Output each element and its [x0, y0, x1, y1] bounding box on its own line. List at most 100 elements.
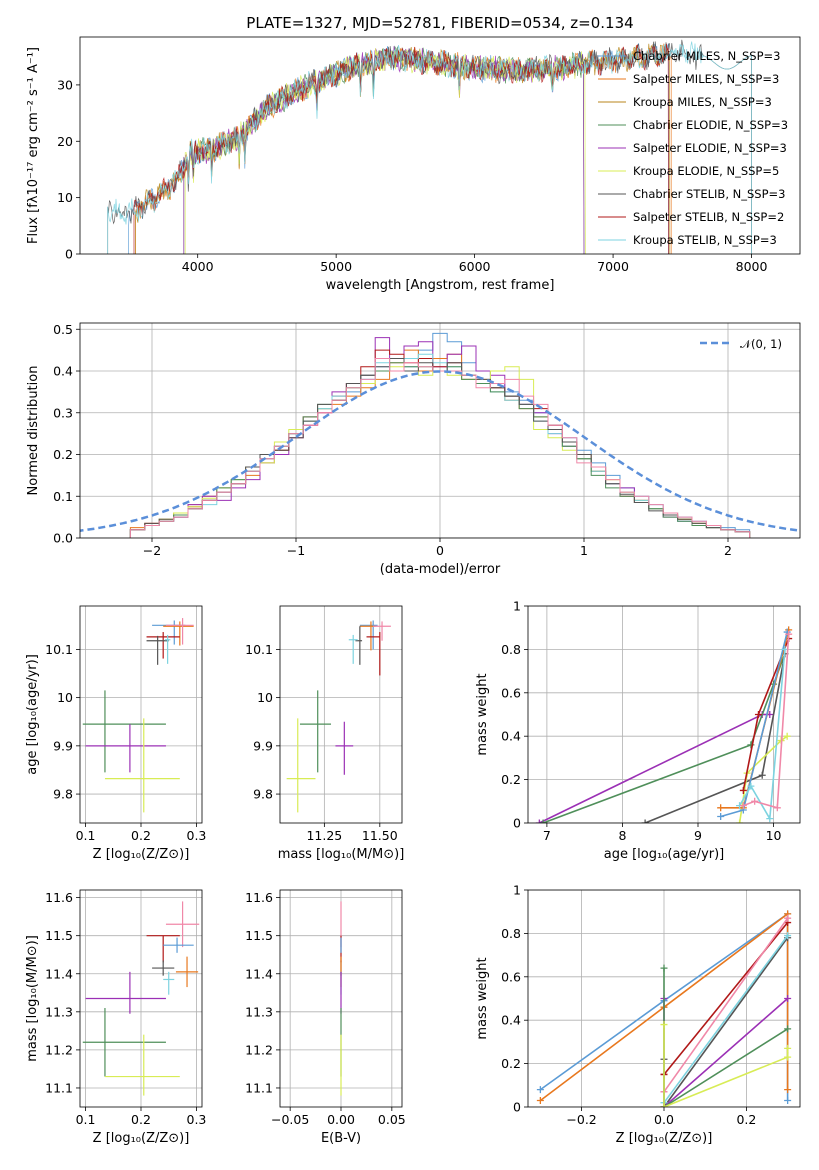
weight-line-3	[663, 917, 789, 1093]
weight-marker	[758, 771, 766, 779]
x-tick-label: 0.3	[187, 1112, 207, 1127]
axes-frame	[279, 889, 403, 1108]
plot-area-mass-age	[280, 606, 402, 823]
y-tick-label: 11.5	[245, 928, 273, 943]
x-tick-label: 0.00	[327, 1112, 355, 1127]
weight-marker	[539, 819, 547, 823]
panel-z-age: 0.1 0.2 0.3 9.8 9.9 10 10.1 Z [log₁₀(Z/Z⊙)] age …	[25, 605, 206, 862]
y-tick-label: 11.6	[45, 890, 73, 905]
y-tick-label: 20	[57, 134, 73, 149]
errorbar-point	[366, 632, 381, 676]
weight-marker	[754, 711, 762, 718]
x-tick-label: 0.1	[76, 1112, 96, 1127]
errorbar-point	[82, 690, 166, 773]
weight-marker	[641, 819, 649, 823]
axes-frame	[79, 36, 801, 255]
y-tick-label: 0.8	[501, 642, 521, 657]
y-tick-label: 0.2	[501, 772, 521, 787]
weight-marker	[785, 630, 793, 638]
y-tick-label: 0.3	[53, 405, 73, 420]
errorbar-point	[82, 1008, 166, 1077]
y-tick-label: 10	[257, 690, 273, 705]
y-tick-label: 11.2	[245, 1042, 273, 1057]
weight-marker	[660, 1103, 668, 1107]
y-tick-label: 11.6	[245, 890, 273, 905]
errorbar-point	[163, 971, 175, 995]
x-tick-label: 10	[766, 828, 782, 843]
weight-line-5	[663, 935, 789, 1104]
y-tick-label: 11.5	[45, 928, 73, 943]
plot-area-age-weight	[528, 606, 800, 823]
errorbar-point	[359, 621, 376, 651]
legend: 𝒩(0, 1)	[700, 337, 782, 351]
errorbar-point	[163, 937, 194, 953]
x-axis-label: wavelength [Angstrom, rest frame]	[326, 278, 555, 293]
x-axis-label: Z [log₁₀(Z/Z⊙)]	[93, 847, 190, 862]
errorbar-point	[348, 634, 358, 664]
weight-marker	[783, 732, 791, 740]
legend-label: Salpeter MILES, N_SSP=3	[633, 72, 779, 86]
errorbar-point	[373, 621, 391, 641]
x-axis-label: E(B-V)	[321, 1131, 361, 1146]
x-tick-label: −0.05	[271, 1112, 309, 1127]
x-axis-label: Z [log₁₀(Z/Z⊙)]	[616, 1131, 713, 1146]
weight-line-8	[743, 634, 790, 809]
x-axis-label: age [log₁₀(age/yr)]	[604, 847, 725, 862]
y-tick-label: 9.8	[53, 787, 73, 802]
y-tick-label: 11.4	[245, 966, 273, 981]
x-axis-label: (data-model)/error	[380, 562, 501, 577]
weight-marker	[660, 1021, 668, 1029]
y-axis-label: Flux [fλ10⁻¹⁷ erg cm⁻² s⁻¹ A⁻¹]	[26, 47, 41, 244]
y-tick-label: 0.8	[501, 926, 521, 941]
errorbar-point	[175, 956, 199, 988]
x-tick-label: −2	[143, 543, 161, 558]
x-tick-label: 4000	[182, 259, 214, 274]
weight-marker	[739, 786, 747, 794]
legend-label: Salpeter STELIB, N_SSP=2	[633, 210, 784, 224]
weight-marker	[660, 964, 668, 972]
x-tick-label: 0.1	[76, 828, 96, 843]
weight-marker	[784, 1096, 792, 1104]
weight-line-1	[542, 653, 786, 823]
panel-age-weight: 7 8 9 10 0 0.2 0.4 0.6 0.8 1 age [log₁₀(age/yr)] ma…	[475, 599, 801, 862]
x-tick-label: 7000	[597, 259, 629, 274]
axes-frame	[79, 322, 801, 539]
weight-line-0	[538, 713, 770, 823]
panel-z-weight: −0.2 0.0 0.2 0 0.2 0.4 0.6 0.8 1 Z [log₁₀(Z/Z⊙)] m…	[475, 883, 801, 1146]
x-tick-label: 0.2	[131, 1112, 151, 1127]
axes-frame	[279, 605, 403, 824]
x-tick-label: 0	[436, 543, 444, 558]
weight-line-7	[663, 968, 789, 1107]
weight-marker	[784, 914, 792, 922]
weight-marker	[766, 815, 774, 823]
errorbar-point	[299, 690, 332, 773]
x-tick-label: −0.2	[566, 1112, 596, 1127]
axes-frame	[79, 605, 203, 824]
weight-marker	[784, 1053, 792, 1061]
y-tick-label: 0	[513, 816, 521, 831]
weight-marker	[535, 819, 543, 823]
x-tick-label: 9	[694, 828, 702, 843]
y-tick-label: 10	[57, 690, 73, 705]
x-tick-label: 7	[543, 828, 551, 843]
y-tick-label: 0.6	[501, 969, 521, 984]
chart-title: PLATE=1327, MJD=52781, FIBERID=0534, z=0…	[246, 14, 633, 32]
errorbar-point	[146, 935, 180, 963]
weight-marker	[773, 804, 781, 812]
x-tick-label: 0.2	[736, 1112, 756, 1127]
weight-marker	[747, 741, 755, 749]
y-tick-label: 10.1	[45, 642, 73, 657]
y-tick-label: 30	[57, 77, 73, 92]
legend-label: Kroupa STELIB, N_SSP=3	[633, 233, 777, 247]
y-tick-label: 10	[57, 190, 73, 205]
errorbar-point	[359, 620, 378, 650]
panel-mass-age: 11.25 11.50 9.8 9.9 10 10.1 mass [log₁₀(M/M⊙)]	[245, 605, 405, 862]
x-axis-label: mass [log₁₀(M/M⊙)]	[278, 847, 405, 862]
weight-marker	[784, 932, 792, 940]
x-tick-label: 5000	[320, 259, 352, 274]
y-tick-label: 11.4	[45, 966, 73, 981]
panel-z-mass: 0.1 0.2 0.3 11.1 11.2 11.3 11.4 11.5 11.6 Z [log₁…	[25, 889, 207, 1146]
y-axis-label: mass weight	[475, 957, 490, 1039]
y-tick-label: 0	[513, 1100, 521, 1115]
